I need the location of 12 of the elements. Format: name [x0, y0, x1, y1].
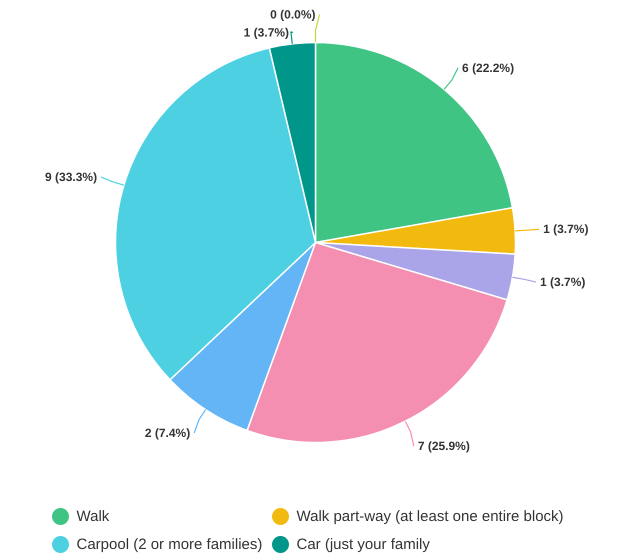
data-label: 2 (7.4%) [144, 426, 190, 440]
data-label: 1 (3.7%) [244, 26, 290, 40]
data-label: 9 (33.3%) [45, 170, 98, 184]
data-label: 6 (22.2%) [462, 60, 514, 75]
data-label: 1 (3.7%) [543, 222, 588, 236]
legend-label: Walk part-way (at least one entire block) [296, 508, 564, 525]
legend-label: Carpool (2 or more families) [76, 536, 262, 553]
text: 0 (0.0%) [270, 8, 316, 22]
legend-label: Walk [76, 508, 110, 525]
data-label: 1 (3.7%) [540, 275, 586, 290]
data-label: 7 (25.9%) [418, 439, 470, 454]
legend-label: Car (just your family [296, 536, 430, 553]
